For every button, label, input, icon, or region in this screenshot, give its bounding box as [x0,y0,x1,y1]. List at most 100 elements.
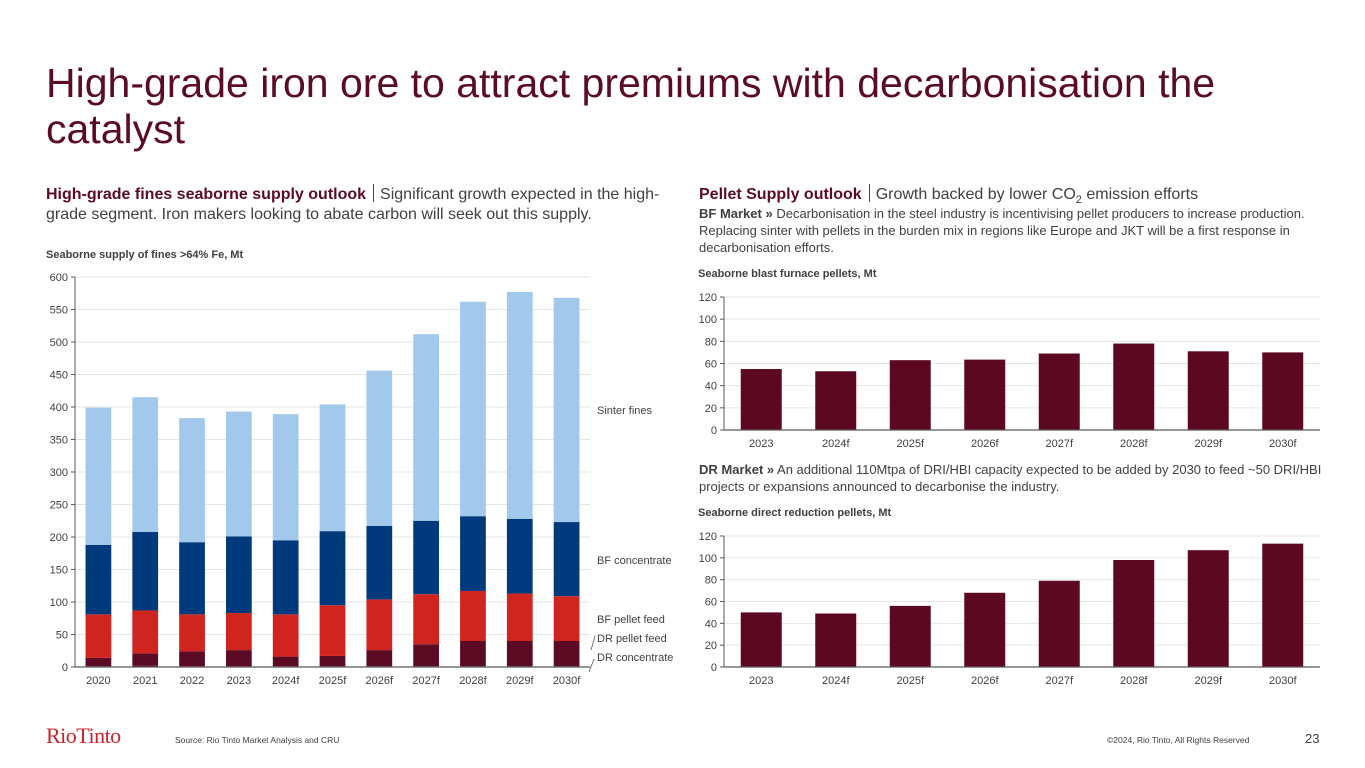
bar [1187,550,1229,667]
bar-segment-bf-concentrate [225,536,252,614]
bar-segment-sinter-fines [506,291,533,519]
left-heading-bold: High-grade fines seaborne supply outlook [46,186,367,203]
x-tick-label: 2026f [366,675,394,687]
x-tick-label: 2024f [272,675,300,687]
bar [1038,580,1080,667]
right-heading-text-pre: Growth backed by lower CO [875,186,1076,203]
page-number: 23 [1305,731,1320,746]
dr-pellets-chart: 0 20 40 60 80 100 120 2023 2024f 2025f 2026f 2027f 2… [699,531,1320,687]
y-tick-label: 60 [705,359,717,371]
bar-segment-dr-pellet-feed [132,653,159,666]
copyright: ©2024, Rio Tinto, All Rights Reserved [1107,735,1250,745]
x-tick-label: 2030f [1269,675,1297,687]
x-tick-label: 2028f [1120,675,1148,687]
x-tick-label: 2023 [227,675,251,687]
dr-market-label: DR Market » [699,462,775,477]
x-tick-label: 2028f [1120,438,1148,450]
bar-segment-bf-pellet-feed [179,614,205,652]
legend-label: BF concentrate [597,555,672,567]
left-heading-text: Significant growth expected in the high-… [46,186,660,223]
x-tick-label: 2026f [971,438,999,450]
bar [964,359,1006,430]
bar [1262,352,1304,430]
y-tick-label: 80 [705,336,717,348]
bar-segment-dr-pellet-feed [179,651,205,667]
y-tick-label: 100 [699,314,717,326]
bf-pellets-chart-title: Seaborne blast furnace pellets, Mt [698,268,877,280]
y-tick-label: 250 [50,500,68,512]
x-tick-label: 2024f [822,675,850,687]
x-tick-label: 2020 [86,675,110,687]
bar-segment-dr-pellet-feed [225,650,252,667]
bar-segment-bf-pellet-feed [225,613,252,651]
x-tick-label: 2023 [749,675,773,687]
right-section-heading: Pellet Supply outlook Growth backed by lo… [699,184,1339,210]
bar [889,605,931,667]
legend-leader-line [590,635,596,651]
y-tick-label: 20 [705,403,717,415]
bar-segment-dr-pellet-feed [85,657,112,667]
bar-segment-sinter-fines [132,397,159,532]
x-tick-label: 2025f [896,675,924,687]
dr-pellets-chart-title: Seaborne direct reduction pellets, Mt [698,507,892,519]
y-tick-label: 40 [705,381,717,393]
bar-segment-sinter-fines [179,418,205,543]
x-tick-label: 2028f [459,675,487,687]
y-tick-label: 100 [50,597,68,609]
x-tick-label: 2030f [1269,438,1297,450]
bar [740,369,782,430]
x-tick-label: 2027f [412,675,440,687]
bar-segment-dr-pellet-feed [506,641,533,667]
legend-label: DR concentrate [597,652,673,664]
bar-segment-bf-concentrate [319,531,346,606]
legend-label: Sinter fines [597,405,653,417]
bar-segment-sinter-fines [366,370,393,526]
bar-segment-dr-concentrate [132,665,159,667]
legend-leader-line [588,658,595,673]
bar-segment-sinter-fines [413,334,440,521]
bar [1262,543,1304,667]
legend-label: BF pellet feed [597,614,665,626]
bar [740,612,782,667]
bar-segment-bf-concentrate [179,542,205,615]
dr-market-text: An additional 110Mtpa of DRI/HBI capacit… [699,462,1322,494]
y-tick-label: 550 [50,305,68,317]
x-tick-label: 2024f [822,438,850,450]
bar-segment-bf-concentrate [553,522,580,597]
y-tick-label: 40 [705,618,717,630]
y-tick-label: 20 [705,640,717,652]
heading-separator [868,184,870,202]
bar [1187,351,1229,430]
bar-segment-dr-pellet-feed [413,644,440,667]
y-tick-label: 350 [50,435,68,447]
bar-segment-sinter-fines [85,407,112,545]
y-tick-label: 120 [699,292,717,304]
bar-segment-bf-concentrate [413,520,440,595]
bar-segment-dr-pellet-feed [272,656,299,667]
bf-market-label: BF Market » [699,206,773,221]
bar-segment-bf-concentrate [85,544,112,615]
bar-segment-dr-pellet-feed [319,655,346,667]
x-tick-label: 2025f [319,675,347,687]
bar-segment-bf-pellet-feed [132,610,159,654]
bar [1038,353,1080,430]
bar-segment-sinter-fines [553,297,580,523]
bar-segment-bf-concentrate [132,531,159,611]
y-tick-label: 500 [50,337,68,349]
bar-segment-sinter-fines [460,301,486,517]
source-note: Source: Rio Tinto Market Analysis and CR… [175,735,340,745]
right-heading-sub: 2 [1075,194,1082,207]
bar [815,371,857,430]
bf-pellets-chart: 0 20 40 60 80 100 120 2023 2024f 2025f 2026f 2027f 2… [699,292,1320,450]
y-tick-label: 150 [50,565,68,577]
y-tick-label: 400 [50,402,68,414]
x-tick-label: 2029f [1194,438,1222,450]
bar-segment-bf-pellet-feed [413,594,440,645]
bar [964,592,1006,667]
y-tick-label: 0 [62,662,68,674]
x-tick-label: 2025f [896,438,924,450]
bar-segment-bf-pellet-feed [506,593,533,641]
x-tick-label: 2027f [1045,438,1073,450]
y-tick-label: 50 [56,630,68,642]
fines-supply-chart: 0 50 100 150 200 250 300 350 400 450 500 550 600 2020… [50,272,674,687]
